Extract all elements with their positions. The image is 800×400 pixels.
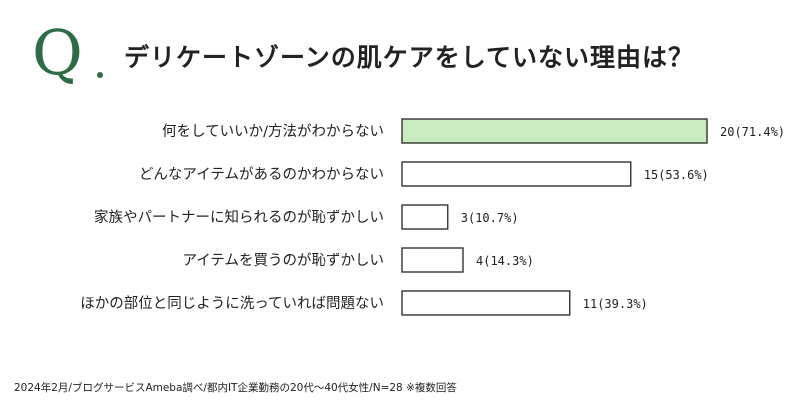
bar — [401, 161, 632, 187]
q-dot — [97, 72, 103, 78]
data-label: 11(39.3%) — [583, 297, 648, 311]
category-label: 家族やパートナーに知られるのが恥ずかしい — [94, 209, 384, 226]
chart-title: デリケートゾーンの肌ケアをしていない理由は？ — [124, 43, 695, 72]
bar-chart: 何をしていいか/方法がわからない 20(71.4%) どんなアイテムがあるのかわから… — [80, 118, 785, 316]
bar — [401, 290, 571, 316]
category-label: アイテムを買うのが恥ずかしい — [182, 252, 384, 269]
category-label: どんなアイテムがあるのかわからない — [139, 166, 384, 183]
bar — [401, 204, 449, 230]
q-mark: Q — [32, 16, 83, 89]
data-label: 20(71.4%) — [720, 125, 785, 139]
bar — [401, 118, 708, 144]
category-label: ほかの部位と同じように洗っていれば問題ない — [80, 295, 384, 312]
category-label: 何をしていいか/方法がわからない — [162, 123, 384, 140]
data-label: 15(53.6%) — [644, 168, 709, 182]
footnote: 2024年2月/ブログサービスAmeba調べ/都内IT企業勤務の20代〜40代女… — [14, 382, 457, 394]
data-label: 4(14.3%) — [476, 254, 534, 268]
bar — [401, 247, 464, 273]
data-label: 3(10.7%) — [461, 211, 519, 225]
